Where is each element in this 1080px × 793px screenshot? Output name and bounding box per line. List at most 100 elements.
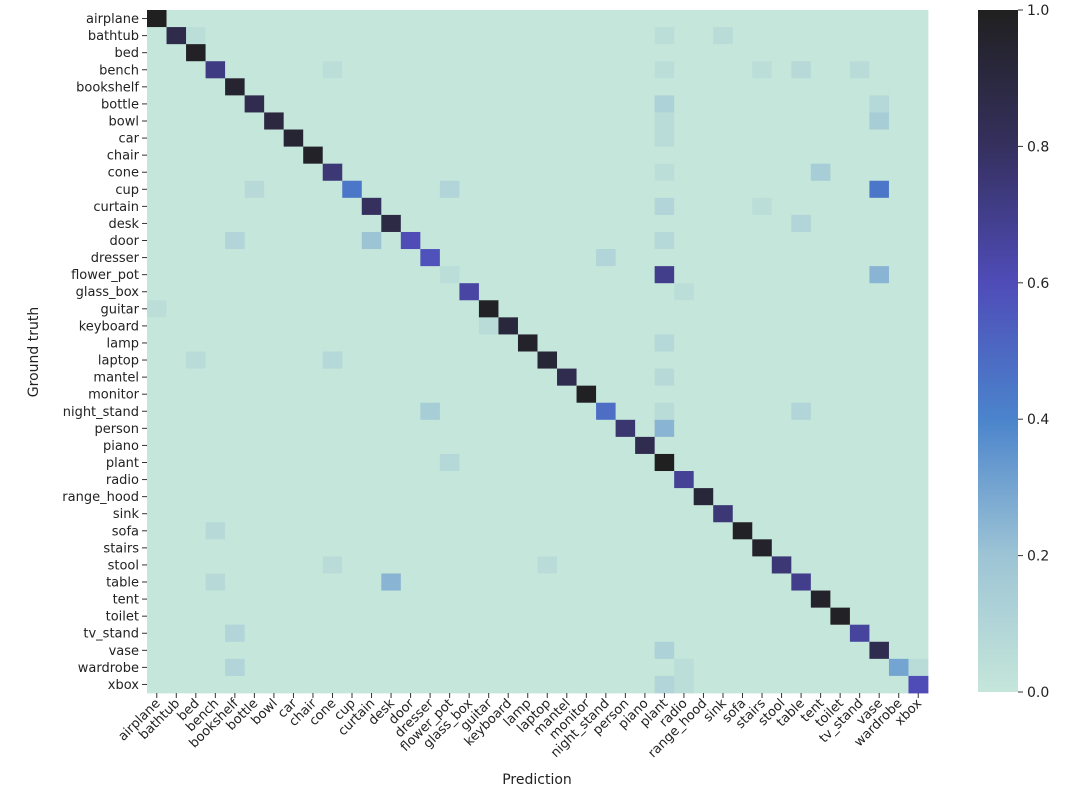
heatmap-cell — [771, 112, 792, 130]
heatmap-cell — [381, 27, 402, 45]
heatmap-cell — [166, 10, 187, 28]
heatmap-cell — [810, 624, 831, 643]
heatmap-cell — [439, 573, 460, 591]
heatmap-cell — [869, 556, 890, 574]
heatmap-cell — [361, 385, 382, 404]
heatmap-cell — [400, 112, 421, 130]
heatmap-cell — [459, 266, 480, 284]
heatmap-cell — [439, 419, 460, 438]
heatmap-cell — [713, 607, 734, 626]
heatmap-cell — [752, 197, 773, 216]
heatmap-cell — [225, 146, 246, 165]
heatmap-cell — [322, 453, 343, 472]
heatmap-cell — [264, 539, 285, 557]
y-tick-label: laptop — [98, 354, 139, 369]
heatmap-cell — [517, 522, 538, 540]
heatmap-cell — [635, 505, 656, 523]
heatmap-cell — [381, 471, 402, 489]
heatmap-cell — [283, 488, 304, 506]
heatmap-cell — [674, 334, 695, 352]
heatmap-cell — [381, 436, 402, 455]
heatmap-cell — [596, 436, 616, 455]
heatmap-cell — [244, 641, 265, 660]
heatmap-cell — [420, 436, 441, 455]
heatmap-cell — [478, 471, 499, 489]
heatmap-cell — [557, 61, 577, 79]
heatmap-cell — [400, 573, 421, 591]
heatmap-cell — [361, 27, 382, 45]
heatmap-cell — [557, 180, 577, 199]
heatmap-cell — [147, 675, 167, 694]
heatmap-cell — [225, 505, 246, 523]
heatmap-cell — [147, 266, 167, 284]
heatmap-cell — [147, 556, 167, 574]
heatmap-cell — [264, 266, 285, 284]
heatmap-cell — [869, 505, 890, 523]
heatmap-cell — [635, 163, 656, 182]
heatmap-cell — [439, 317, 460, 335]
heatmap-cell — [830, 488, 851, 506]
heatmap-cell — [166, 112, 187, 130]
heatmap-cell — [381, 78, 402, 96]
heatmap-cell — [615, 61, 636, 79]
y-tick-label: bed — [114, 46, 139, 61]
heatmap-cell — [576, 675, 597, 694]
heatmap-cell — [596, 658, 616, 677]
heatmap-cell — [615, 112, 636, 130]
y-tick-label: vase — [109, 644, 139, 659]
heatmap-cell — [264, 368, 285, 387]
heatmap-cell — [576, 231, 597, 250]
heatmap-cell — [830, 573, 851, 591]
heatmap-cell — [635, 214, 656, 233]
heatmap-cell — [752, 129, 773, 147]
heatmap-cell — [615, 471, 636, 489]
heatmap-cell — [420, 624, 441, 643]
heatmap-cell — [225, 402, 246, 421]
heatmap-cell — [576, 624, 597, 643]
heatmap-cell — [791, 351, 812, 369]
heatmap-cell — [459, 249, 480, 267]
heatmap-cell — [635, 522, 656, 540]
heatmap-cell — [381, 112, 402, 130]
y-tick-label: car — [119, 132, 140, 147]
heatmap-cell — [420, 163, 441, 182]
heatmap-cell — [420, 590, 441, 609]
heatmap-cell — [478, 590, 499, 609]
heatmap-cell — [693, 231, 714, 250]
heatmap-cell — [459, 573, 480, 591]
heatmap-cell — [147, 180, 167, 199]
heatmap-cell — [869, 675, 890, 694]
heatmap-cell — [166, 27, 187, 45]
heatmap-cell — [693, 334, 714, 352]
colorbar-tick-label: 0.4 — [1027, 412, 1049, 428]
heatmap-cell — [342, 351, 363, 369]
heatmap-cell — [381, 402, 402, 421]
heatmap-cell — [342, 249, 363, 267]
heatmap-cell — [459, 283, 480, 301]
heatmap-cell — [869, 146, 890, 165]
heatmap-cell — [205, 283, 226, 301]
heatmap-cell — [674, 522, 695, 540]
heatmap-cell — [693, 317, 714, 335]
heatmap-cell — [537, 44, 558, 62]
heatmap-cell — [400, 505, 421, 523]
heatmap-cell — [771, 180, 792, 199]
heatmap-cell — [752, 590, 773, 609]
heatmap-cell — [322, 61, 343, 79]
heatmap-cell — [849, 522, 870, 540]
heatmap-cell — [615, 214, 636, 233]
y-tick-label: night_stand — [63, 405, 139, 420]
heatmap-cell — [830, 163, 851, 182]
heatmap-cell — [654, 436, 675, 455]
heatmap-cell — [498, 334, 519, 352]
heatmap-cell — [576, 488, 597, 506]
heatmap-cell — [400, 522, 421, 540]
heatmap-cell — [635, 95, 656, 113]
heatmap-cell — [342, 641, 363, 660]
heatmap-cell — [888, 505, 909, 523]
heatmap-cell — [303, 624, 324, 643]
heatmap-cell — [810, 283, 831, 301]
heatmap-cell — [810, 539, 831, 557]
heatmap-cell — [439, 590, 460, 609]
heatmap-cell — [303, 522, 324, 540]
